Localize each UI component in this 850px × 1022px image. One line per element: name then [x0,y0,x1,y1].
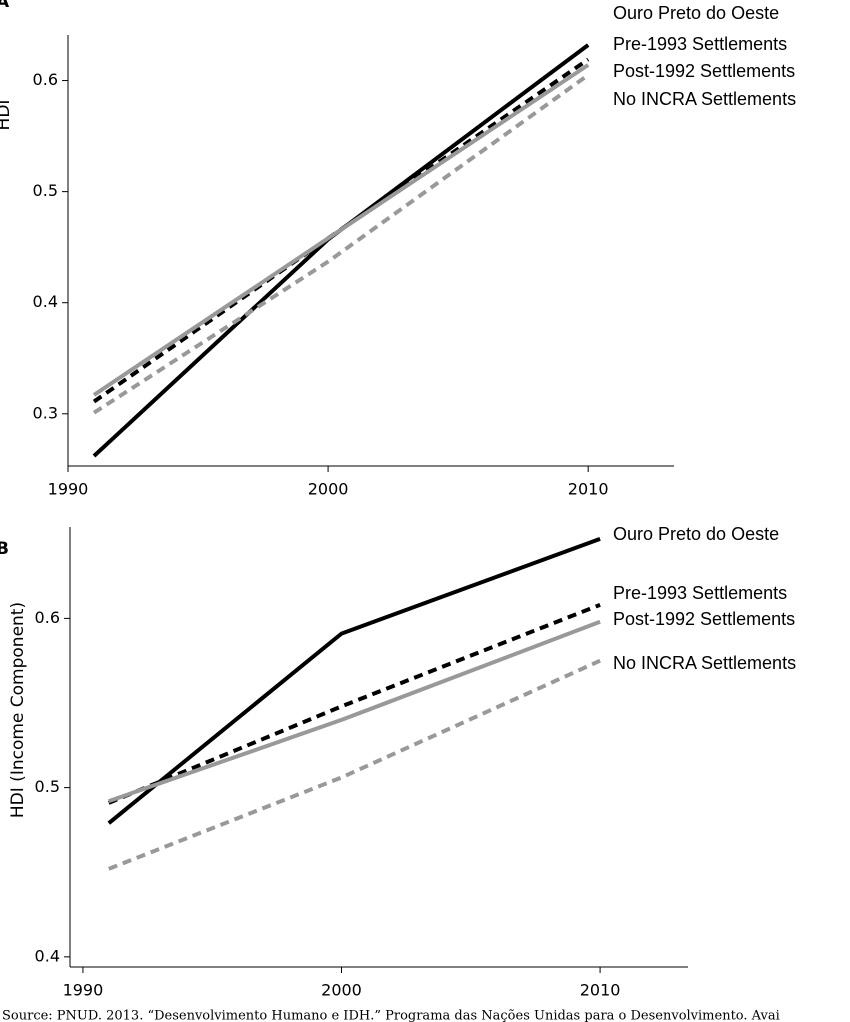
x-tick-label: 2000 [321,981,362,1000]
legend-label: No INCRA Settlements [613,653,796,673]
y-tick-label: 0.6 [33,70,58,89]
legend-label: Pre-1993 Settlements [613,34,787,54]
series-line [108,602,601,805]
legend-label: Ouro Preto do Oeste [613,524,779,544]
panel-letter: A [0,0,10,12]
y-tick-label: 0.3 [33,403,58,422]
x-tick-label: 1990 [48,480,89,499]
legend-label: Post-1992 Settlements [613,609,795,629]
series-line [92,43,590,458]
series-line [108,658,601,871]
y-tick-label: 0.4 [35,946,60,965]
y-axis-label: HDI (Income Component) [8,602,28,818]
x-tick-label: 2010 [580,981,621,1000]
series-line [108,619,601,804]
x-tick-label: 1990 [63,981,104,1000]
legend-label: No INCRA Settlements [613,89,796,109]
x-tick-label: 2000 [308,480,349,499]
legend-label: Pre-1993 Settlements [613,583,787,603]
series-line [92,63,590,397]
series-line [92,73,590,415]
y-tick-label: 0.5 [33,181,58,200]
panel-letter: B [0,539,9,559]
legend-label: Ouro Preto do Oeste [613,3,779,23]
legend-label: Post-1992 Settlements [613,61,795,81]
y-tick-label: 0.6 [35,608,60,627]
source-note: Source: PNUD. 2013. “Desenvolvimento Hum… [2,1009,780,1022]
series-line [107,536,601,825]
y-axis-label: HDI [0,100,14,131]
y-tick-label: 0.5 [35,777,60,796]
y-tick-label: 0.4 [33,292,58,311]
x-tick-label: 2010 [568,480,609,499]
